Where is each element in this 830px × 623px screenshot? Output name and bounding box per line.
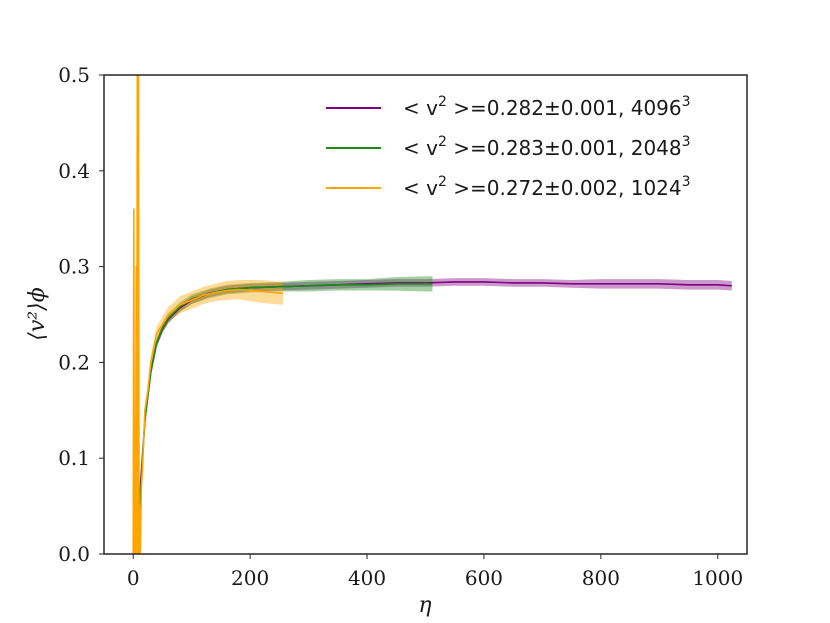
y-tick-label-0: 0.0 [58, 542, 90, 566]
y-tick-label-3: 0.3 [58, 255, 90, 279]
x-tick-label-1: 200 [231, 566, 269, 590]
y-tick-label-4: 0.4 [58, 159, 90, 183]
x-axis-label: η [418, 593, 431, 618]
series-lines [132, 75, 732, 554]
y-tick-label-2: 0.2 [58, 350, 90, 374]
y-axis: 0.0 0.1 0.2 0.3 0.4 0.5 [58, 63, 104, 566]
x-tick-label-2: 400 [348, 566, 386, 590]
legend-label-1: < v2 >=0.283±0.001, 20483 [403, 134, 691, 160]
x-tick-label-3: 600 [465, 566, 503, 590]
y-tick-label-1: 0.1 [58, 446, 90, 470]
x-tick-label-0: 0 [127, 566, 140, 590]
plot-frame [103, 74, 748, 555]
legend: < v2 >=0.282±0.001, 40963 < v2 >=0.283±0.… [326, 94, 691, 200]
x-tick-label-5: 1000 [692, 566, 743, 590]
x-axis: 0 200 400 600 800 1000 [127, 554, 743, 590]
x-tick-label-4: 800 [582, 566, 620, 590]
legend-label-0: < v2 >=0.282±0.001, 40963 [403, 94, 691, 120]
legend-label-2: < v2 >=0.272±0.002, 10243 [403, 174, 691, 200]
y-tick-label-5: 0.5 [58, 63, 90, 87]
y-axis-label: ⟨v²⟩ϕ [25, 287, 50, 340]
series-line-2 [132, 75, 283, 554]
